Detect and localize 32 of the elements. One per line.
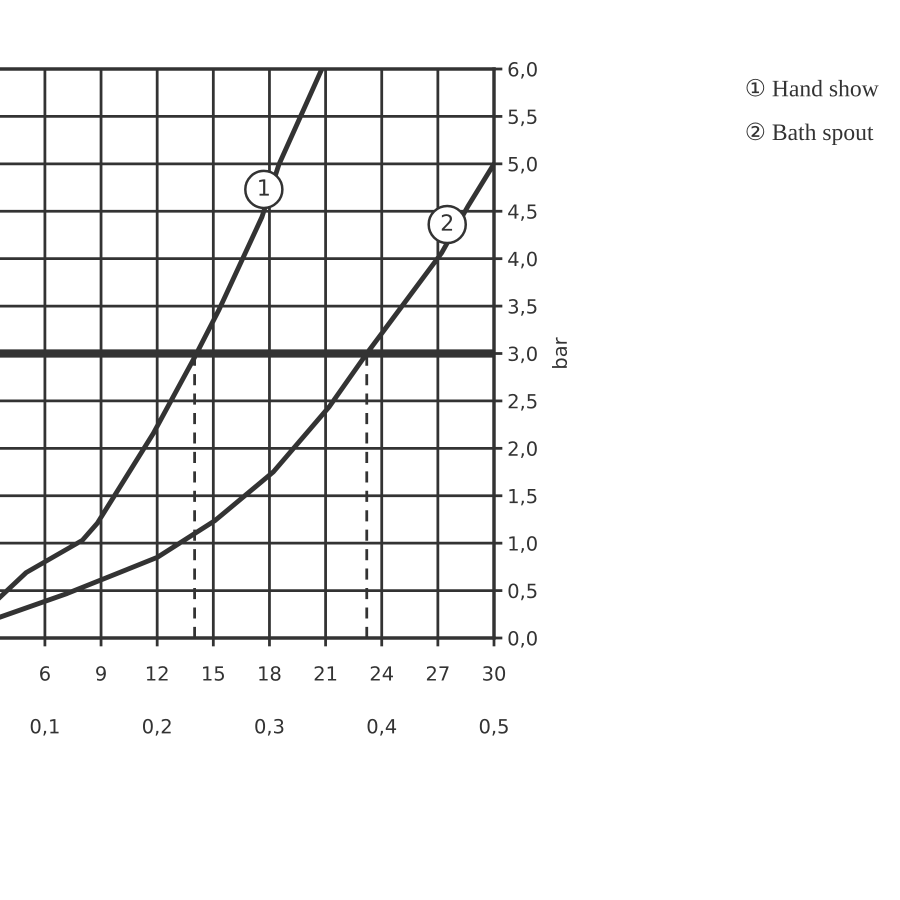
x-tick-label: 21 — [314, 666, 336, 681]
x2-tick-label: 0,5 — [480, 718, 508, 736]
x-tick-label: 6 — [40, 666, 50, 681]
x2-tick-label: 0,1 — [30, 718, 59, 736]
x2-tick-label: 0,3 — [255, 718, 284, 736]
x-tick-label: 15 — [203, 666, 224, 681]
y-tick-label: 2,0 — [508, 441, 537, 458]
y-tick-label: 2,5 — [508, 394, 536, 411]
y-tick-label: 3,5 — [508, 299, 536, 316]
annotation: 1 — [259, 179, 269, 196]
x-tick-label: 9 — [96, 666, 106, 681]
x-tick-label: 27 — [426, 666, 449, 681]
y-tick-label: 1,5 — [509, 488, 536, 506]
annotation: 2 — [442, 214, 452, 231]
y-tick-label: 3,0 — [508, 346, 537, 364]
y-tick-label: 5,5 — [508, 110, 536, 126]
x-tick-label: 18 — [259, 666, 280, 681]
y-tick-label: 1,0 — [509, 536, 537, 553]
y-tick-label: 0,0 — [508, 630, 537, 648]
x2-tick-label: 0,2 — [143, 718, 171, 736]
text: ② Bath spout — [746, 122, 874, 146]
x-tick-label: 12 — [146, 666, 168, 681]
y-tick-label: 5,0 — [508, 156, 537, 174]
y-tick-label: 4,0 — [508, 252, 537, 268]
x2-tick-label: 0,4 — [368, 718, 396, 736]
text: ① Hand show — [746, 78, 879, 97]
y-tick-label: 4,5 — [508, 204, 536, 221]
y-axis-title: bar — [552, 337, 568, 368]
x-tick-label: 24 — [370, 666, 394, 681]
x-tick-label: 30 — [483, 666, 506, 681]
y-tick-label: 6,0 — [508, 62, 537, 79]
y-tick-label: 0,5 — [508, 584, 536, 600]
